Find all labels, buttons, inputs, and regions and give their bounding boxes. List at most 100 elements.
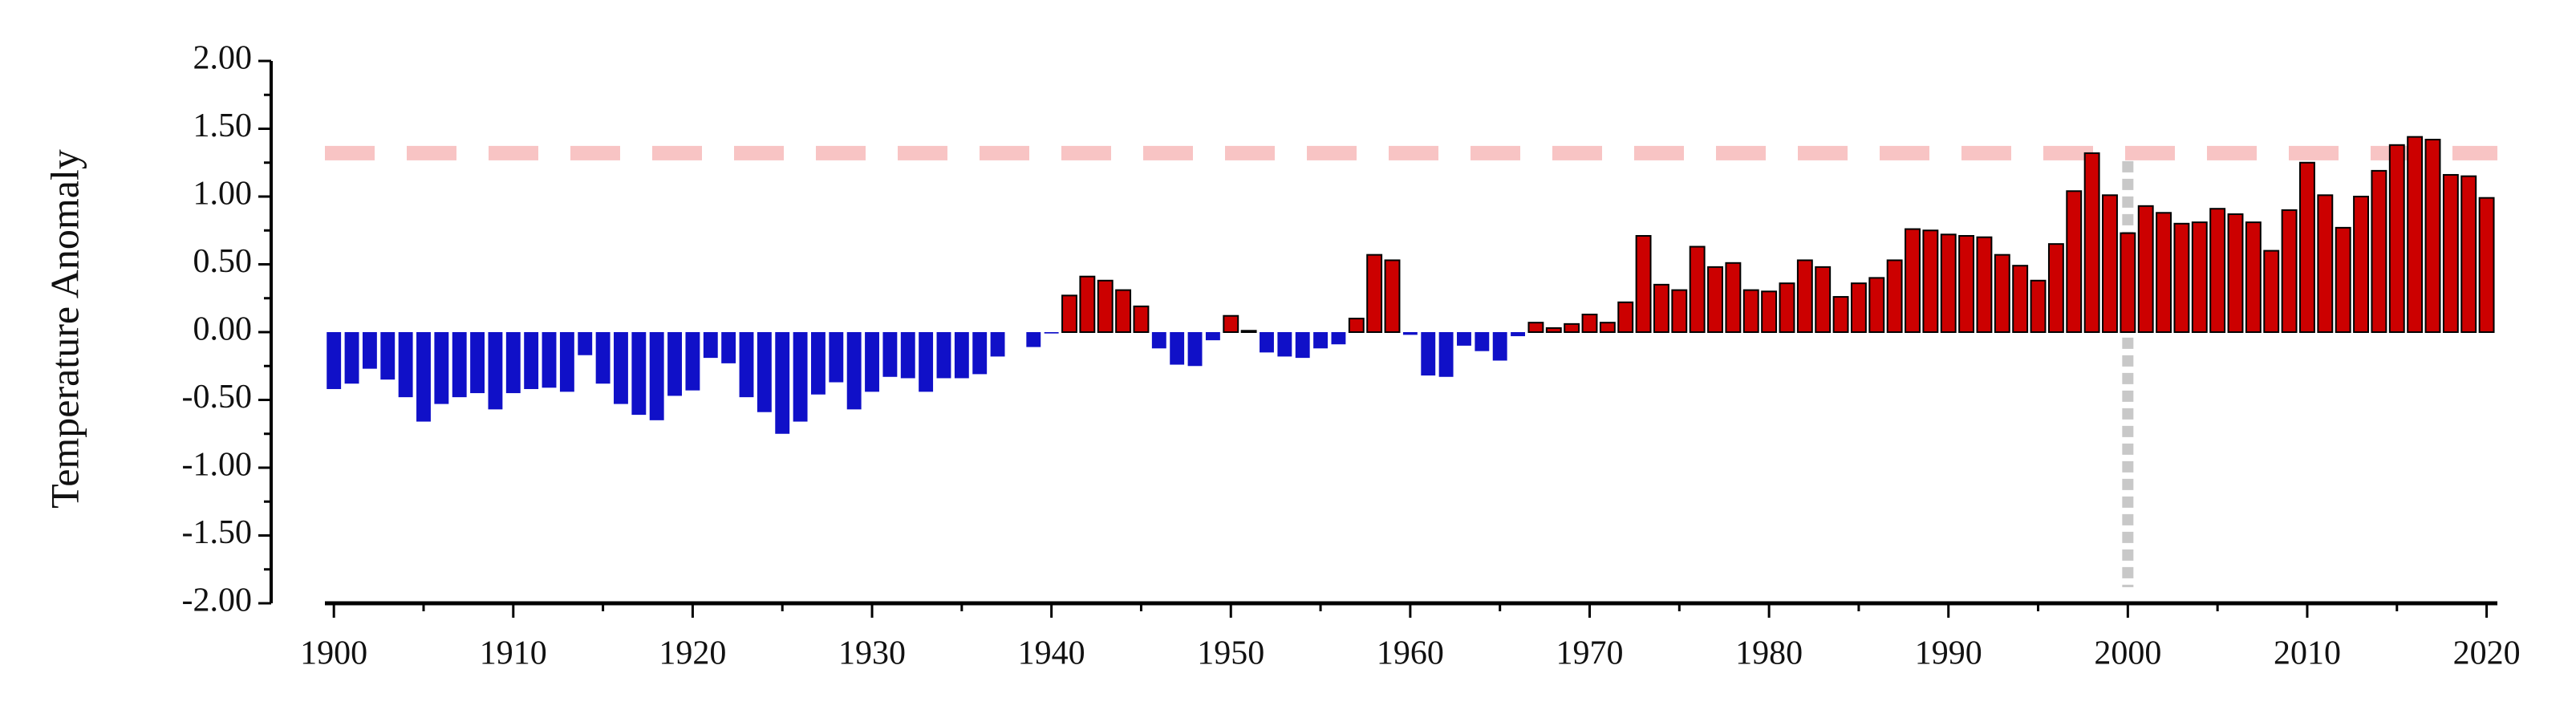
bar <box>882 332 898 377</box>
bar <box>667 332 682 396</box>
bar <box>398 332 413 398</box>
bar <box>2371 169 2387 333</box>
bar <box>1097 279 1114 333</box>
bar <box>2388 144 2405 333</box>
bar <box>1492 332 1507 361</box>
bar <box>2407 136 2424 333</box>
bar <box>1366 254 1383 334</box>
y-tick-label: 1.00 <box>193 176 253 213</box>
bar <box>2102 194 2118 333</box>
bar <box>900 332 915 379</box>
x-tick-label: 1980 <box>1735 635 1803 672</box>
bar <box>1260 332 1274 353</box>
bar <box>1223 314 1239 334</box>
bar <box>2424 139 2441 333</box>
bar <box>1151 332 1166 349</box>
y-tick-label: -1.50 <box>182 514 253 551</box>
bar <box>2156 212 2172 333</box>
bar <box>846 332 862 410</box>
bar <box>595 332 611 384</box>
bar <box>919 332 934 392</box>
bar <box>614 332 628 404</box>
bar <box>1511 332 1525 337</box>
bar <box>488 332 503 410</box>
bar <box>1725 262 1742 333</box>
bar <box>1922 229 1939 333</box>
bar <box>452 332 467 398</box>
bar <box>1635 235 1652 334</box>
bar <box>1026 332 1041 347</box>
bar <box>2281 209 2298 333</box>
bar <box>631 332 647 416</box>
bar <box>811 332 826 395</box>
bar <box>775 332 790 434</box>
bar <box>1905 228 1921 333</box>
x-tick-label: 2020 <box>2453 635 2521 672</box>
bar <box>1277 332 1292 357</box>
bar <box>2120 232 2136 334</box>
bar <box>1133 305 1150 334</box>
bar <box>1742 289 1759 333</box>
bar <box>2245 221 2262 333</box>
bar <box>954 332 969 379</box>
bar <box>2012 265 2029 333</box>
bar <box>1796 259 1813 333</box>
bar <box>2335 226 2351 333</box>
bar <box>829 332 844 383</box>
bar <box>990 332 1005 357</box>
bar <box>327 332 342 389</box>
bar <box>936 332 951 379</box>
bar <box>703 332 718 359</box>
bar <box>2191 221 2208 333</box>
bar <box>2442 173 2459 333</box>
bar <box>2083 152 2100 333</box>
bar <box>1187 332 1203 367</box>
bar <box>1170 332 1185 365</box>
x-tick-label: 1930 <box>838 635 906 672</box>
bar <box>524 332 539 389</box>
bar <box>2263 249 2280 334</box>
x-tick-label: 1920 <box>659 635 726 672</box>
y-tick-label: 0.50 <box>193 243 253 280</box>
bar <box>2317 194 2334 333</box>
bar <box>1868 277 1885 333</box>
bar <box>1671 289 1688 333</box>
bar <box>2460 175 2477 333</box>
bar <box>505 332 521 394</box>
x-tick-label: 1990 <box>1915 635 1982 672</box>
y-tick-label: -0.50 <box>182 379 253 416</box>
bar <box>757 332 772 412</box>
bar <box>362 332 377 369</box>
bar <box>1061 294 1077 333</box>
bar <box>1761 290 1778 333</box>
x-tick-label: 2000 <box>2094 635 2161 672</box>
bar <box>1779 282 1795 334</box>
bar <box>1653 283 1669 334</box>
x-tick-label: 1970 <box>1556 635 1623 672</box>
y-axis-label: Temperature Anomaly <box>42 149 87 509</box>
x-tick-label: 1940 <box>1018 635 1085 672</box>
bar <box>416 332 431 422</box>
bar <box>578 332 593 355</box>
x-tick-label: 1950 <box>1197 635 1264 672</box>
bar <box>1331 332 1346 345</box>
bar <box>470 332 485 394</box>
bar <box>1707 266 1723 334</box>
bar <box>1457 332 1471 346</box>
y-tick-label: -1.00 <box>182 447 253 484</box>
bar <box>1384 259 1401 333</box>
bar <box>2209 208 2226 333</box>
bar <box>1044 332 1059 334</box>
bar <box>1079 275 1096 333</box>
bar <box>1581 314 1598 333</box>
bar <box>1886 259 1903 333</box>
bar <box>739 332 754 398</box>
bar <box>865 332 879 392</box>
bar <box>1815 266 1832 334</box>
bar <box>1617 301 1634 334</box>
bar <box>1564 322 1580 333</box>
bar <box>1599 322 1616 334</box>
bar <box>1527 322 1544 334</box>
